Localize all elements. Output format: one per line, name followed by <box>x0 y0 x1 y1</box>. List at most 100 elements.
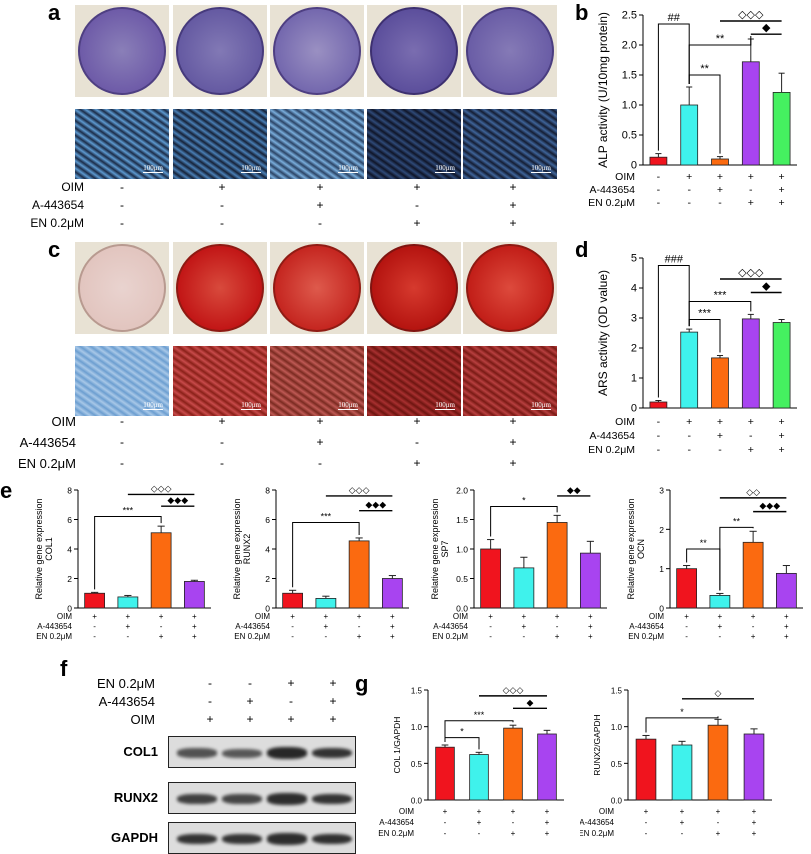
scale-bar: 100μm <box>241 164 261 173</box>
treatment-sign: + <box>324 622 329 631</box>
significance-bracket <box>719 526 754 591</box>
culture-dish <box>466 7 554 95</box>
culture-dish <box>78 7 166 95</box>
blot-treatment-sign: + <box>329 712 337 726</box>
treatment-label: EN 0.2μM <box>432 632 468 641</box>
micrograph: 100μm <box>463 346 557 416</box>
treatment-sign: - <box>444 829 447 838</box>
treatment-label: OIM <box>649 612 664 621</box>
significance-label: ◇◇◇ <box>151 483 172 493</box>
treatment-sign: - <box>718 197 722 209</box>
blot-treatment-sign: + <box>287 712 295 726</box>
significance-label: ◇ <box>715 688 722 698</box>
treatment-label: OIM <box>57 612 72 621</box>
protein-band <box>222 833 262 845</box>
treatment-sign: + <box>686 416 692 428</box>
y-axis-label: ALP activity (U/10mg protein) <box>596 12 610 168</box>
treatment-sign: + <box>555 632 560 641</box>
y-axis-label: RUNX2/GAPDH <box>592 714 602 775</box>
treatment-sign: - <box>719 632 722 641</box>
bar <box>772 92 791 166</box>
treatment-label: A-443654 <box>589 184 635 196</box>
bar <box>546 522 568 609</box>
treatment-sign: + <box>509 414 517 428</box>
y-axis-label-line: RUNX2 <box>242 534 252 565</box>
treatment-label: EN 0.2μM <box>36 632 72 641</box>
significance-bracket <box>657 265 690 398</box>
significance-label: ◇◇ <box>746 487 760 497</box>
treatment-sign: - <box>657 184 661 196</box>
protein-band <box>222 794 262 804</box>
treatment-sign: - <box>120 414 124 428</box>
treatment-label: A-443654 <box>629 622 664 631</box>
chart-e-ocn: Relative gene expressionOCN 0 1 2 3 ** ** ◇◇ ◆◆◆… <box>626 486 803 641</box>
treatment-label: OIM <box>255 612 270 621</box>
blot-treatment-sign: + <box>329 694 337 708</box>
treatment-sign: - <box>489 632 492 641</box>
treatment-sign: + <box>686 171 692 183</box>
treatment-sign: - <box>93 622 96 631</box>
treatment-sign: - <box>358 622 361 631</box>
y-axis-label: ARS activity (OD value) <box>596 270 610 396</box>
treatment-sign: - <box>718 444 722 456</box>
blot-treatment-sign: - <box>208 676 212 690</box>
y-tick-label: 0.0 <box>456 604 468 614</box>
bar <box>741 318 760 409</box>
treatment-sign: - <box>685 622 688 631</box>
y-tick-label: 1.5 <box>456 515 468 525</box>
treatment-sign: - <box>478 829 481 838</box>
y-tick-label: 0.5 <box>411 760 423 769</box>
treatment-sign: + <box>357 612 362 621</box>
treatment-sign: - <box>444 818 447 827</box>
significance-label: ◆ <box>527 697 534 707</box>
y-tick-label: 5 <box>631 253 637 265</box>
protein-band <box>267 793 307 805</box>
y-axis-label: Relative gene expressionRUNX2 <box>232 498 252 599</box>
significance-label: ### <box>665 254 684 266</box>
blot-treatment-sign: + <box>246 712 254 726</box>
bar <box>649 156 668 166</box>
micrograph: 100μm <box>75 109 169 179</box>
treatment-label: OIM <box>51 414 76 429</box>
treatment-sign: - <box>160 622 163 631</box>
bar <box>680 331 699 409</box>
treatment-sign: + <box>779 430 785 442</box>
panel-letter-b: b <box>575 0 589 25</box>
treatment-sign: - <box>523 632 526 641</box>
bar <box>772 322 791 409</box>
treatment-sign: + <box>390 622 395 631</box>
protein-band <box>222 748 262 758</box>
y-tick-label: 8 <box>67 486 72 496</box>
scale-bar: 100μm <box>338 401 358 410</box>
treatment-sign: + <box>752 818 757 827</box>
blot-band-label: GAPDH <box>111 830 158 845</box>
bar <box>480 548 502 609</box>
blot-membrane <box>168 782 356 814</box>
treatment-sign: + <box>545 807 550 816</box>
y-tick-label: 1.0 <box>611 723 623 732</box>
blot-treatment-label: EN 0.2μM <box>96 676 155 691</box>
y-tick-label: 6 <box>67 515 72 525</box>
significance-bracket <box>645 716 719 733</box>
treatment-sign: + <box>779 184 785 196</box>
panel-letter-e: e <box>0 478 13 503</box>
treatment-sign: - <box>415 435 419 449</box>
treatment-sign: - <box>687 430 691 442</box>
treatment-sign: - <box>415 198 419 212</box>
significance-bracket <box>292 521 360 588</box>
treatment-sign: + <box>413 414 421 428</box>
treatment-sign: + <box>413 216 421 230</box>
bar <box>711 357 729 409</box>
bar <box>84 592 106 609</box>
significance-bracket <box>688 301 752 327</box>
treatment-sign: + <box>718 612 723 621</box>
protein-band <box>312 833 352 845</box>
blot-treatment-sign: - <box>248 676 252 690</box>
y-tick-label: 1.0 <box>411 723 423 732</box>
bar <box>671 744 693 801</box>
y-axis-label-line: Relative gene expression <box>626 498 636 599</box>
treatment-label: EN 0.2μM <box>588 444 635 456</box>
culture-dish <box>176 244 264 332</box>
significance-label: ** <box>700 538 708 548</box>
y-tick-label: 0 <box>265 604 270 614</box>
